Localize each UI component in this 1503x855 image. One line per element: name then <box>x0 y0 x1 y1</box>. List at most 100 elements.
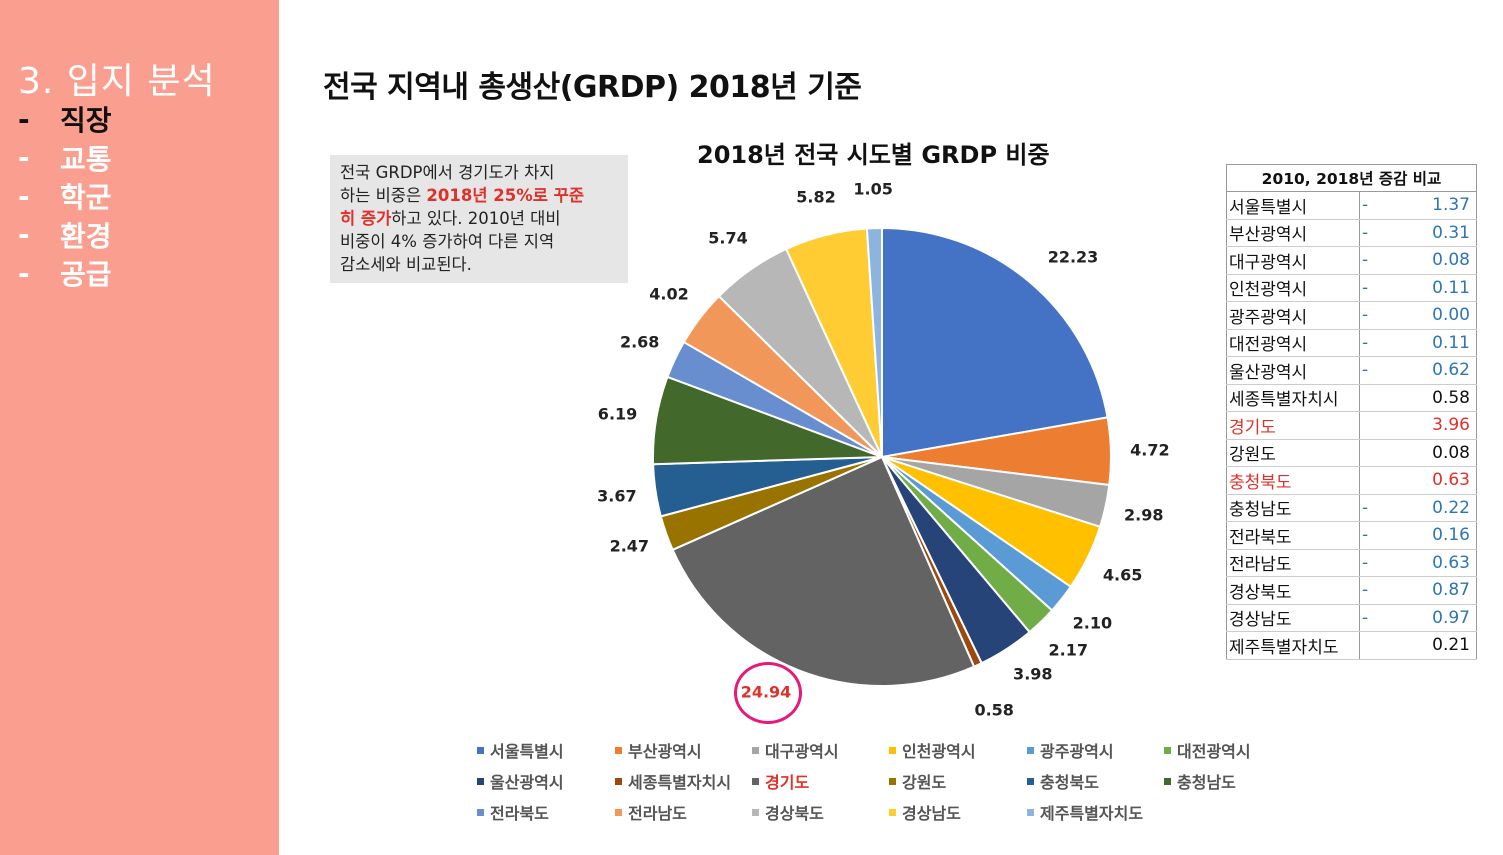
table-row: 울산광역시 -0.62 <box>1226 356 1477 385</box>
table-cell-sign: - <box>1359 576 1382 605</box>
data-label-충청남도: 6.19 <box>597 404 638 424</box>
page-title: 전국 지역내 총생산(GRDP) 2018년 기준 <box>323 70 862 105</box>
legend-label: 충청남도 <box>1177 773 1236 792</box>
data-label-부산광역시: 4.72 <box>1130 440 1170 460</box>
sidebar: 3. 입지 분석 - 직장 - 교통 - 학군 - 환경 - 공급 <box>0 0 279 855</box>
table-row: 경기도 3.96 <box>1226 411 1477 440</box>
sidebar-item-교통[interactable]: - 교통 <box>18 139 112 178</box>
table-row: 대구광역시 -0.08 <box>1226 246 1477 275</box>
table-cell-value: 0.16 <box>1382 521 1477 550</box>
table-cell-value: 0.22 <box>1382 494 1477 522</box>
legend-item-세종특별자치시: 세종특별자치시 <box>615 769 731 793</box>
legend-item-충청북도: 충청북도 <box>1027 769 1099 793</box>
dash: - <box>18 179 30 213</box>
sidebar-item-label: 직장 <box>60 104 112 138</box>
note-highlight: 히 증가 <box>340 209 392 228</box>
table-cell-value: 0.63 <box>1382 466 1477 495</box>
data-label-충청북도: 3.67 <box>597 486 637 506</box>
data-label-울산광역시: 3.98 <box>1013 664 1053 684</box>
legend-item-경상북도: 경상북도 <box>752 800 824 824</box>
data-label-전라남도: 4.02 <box>649 284 689 304</box>
table-cell-region: 제주특별자치도 <box>1226 631 1360 660</box>
table-cell-value: 0.00 <box>1382 301 1477 330</box>
legend-item-부산광역시: 부산광역시 <box>615 738 702 762</box>
table-cell-region: 대구광역시 <box>1226 246 1360 275</box>
legend-swatch <box>1027 746 1034 754</box>
table-cell-sign <box>1359 439 1382 467</box>
legend-item-경상남도: 경상남도 <box>889 800 961 824</box>
table-cell-value: 1.37 <box>1382 191 1477 220</box>
legend-item-전라남도: 전라남도 <box>615 800 687 824</box>
table-row: 경상북도 -0.87 <box>1226 576 1477 605</box>
legend-swatch <box>1027 808 1034 816</box>
legend-item-강원도: 강원도 <box>889 769 946 793</box>
legend-label: 서울특별시 <box>490 742 564 761</box>
table-header: 2010, 2018년 증감 비교 <box>1226 164 1477 192</box>
data-label-대전광역시: 2.17 <box>1048 640 1089 660</box>
legend-label: 경상남도 <box>902 804 961 823</box>
table-cell-region: 충청북도 <box>1226 466 1360 495</box>
highlight-circle <box>734 662 802 724</box>
sidebar-item-label: 공급 <box>60 258 112 292</box>
table-cell-sign: - <box>1359 219 1382 247</box>
note-highlight: 2018년 25%로 꾸준 <box>426 186 585 205</box>
legend-label: 제주특별자치도 <box>1040 804 1144 823</box>
table-cell-sign: - <box>1359 521 1382 550</box>
data-label-대구광역시: 2.98 <box>1124 505 1164 525</box>
table-row: 인천광역시 -0.11 <box>1226 274 1477 302</box>
data-label-광주광역시: 2.10 <box>1072 613 1113 633</box>
legend-label: 울산광역시 <box>490 773 564 792</box>
legend-label: 충청북도 <box>1040 773 1099 792</box>
dash: - <box>18 141 30 175</box>
table-cell-sign <box>1359 384 1382 412</box>
legend-label: 전라남도 <box>628 804 687 823</box>
table-cell-value: 3.96 <box>1382 411 1477 440</box>
table-cell-value: 0.08 <box>1382 246 1477 275</box>
sidebar-item-공급[interactable]: - 공급 <box>18 254 112 293</box>
legend-swatch <box>752 746 759 754</box>
legend-label: 강원도 <box>902 773 947 792</box>
table-row: 강원도 0.08 <box>1226 439 1477 467</box>
table-row: 충청북도 0.63 <box>1226 466 1477 495</box>
table-cell-region: 전라남도 <box>1226 549 1360 577</box>
legend-item-대전광역시: 대전광역시 <box>1164 738 1251 762</box>
legend-item-광주광역시: 광주광역시 <box>1027 738 1114 762</box>
legend-swatch <box>1164 746 1171 754</box>
table-row: 전라북도 -0.16 <box>1226 521 1477 550</box>
data-label-강원도: 2.47 <box>609 536 650 556</box>
table-cell-region: 광주광역시 <box>1226 301 1360 330</box>
sidebar-item-label: 환경 <box>60 219 112 253</box>
table-cell-region: 경상북도 <box>1226 576 1360 605</box>
data-label-전라북도: 2.68 <box>619 332 660 352</box>
note-line: 감소세와 비교된다. <box>340 255 472 274</box>
legend-item-충청남도: 충청남도 <box>1164 769 1236 793</box>
table-row: 제주특별자치도 0.21 <box>1226 631 1477 660</box>
table-cell-sign: - <box>1359 274 1382 302</box>
sidebar-item-직장[interactable]: - 직장 <box>18 100 112 139</box>
table-cell-region: 대전광역시 <box>1226 329 1360 357</box>
table-cell-value: 0.63 <box>1382 549 1477 577</box>
legend-swatch <box>615 808 622 816</box>
section-title: 3. 입지 분석 <box>18 61 216 102</box>
legend-label: 부산광역시 <box>628 742 702 761</box>
legend-swatch <box>1027 777 1034 785</box>
sidebar-item-환경[interactable]: - 환경 <box>18 216 112 255</box>
dash: - <box>18 218 30 252</box>
table-cell-region: 부산광역시 <box>1226 219 1360 247</box>
sidebar-item-label: 학군 <box>60 181 112 215</box>
legend-label: 전라북도 <box>490 804 549 823</box>
legend-item-서울특별시: 서울특별시 <box>477 738 564 762</box>
legend-label: 대전광역시 <box>1177 742 1251 761</box>
legend-swatch <box>752 777 759 785</box>
legend-swatch <box>615 777 622 785</box>
note-text: 하는 비중은 <box>340 186 427 205</box>
legend-swatch <box>477 746 484 754</box>
legend-label: 경상북도 <box>765 804 824 823</box>
comparison-table: 2010, 2018년 증감 비교 서울특별시 -1.37 부산광역시 -0.31 대구… <box>1226 164 1477 660</box>
table-cell-sign <box>1359 631 1382 660</box>
sidebar-item-학군[interactable]: - 학군 <box>18 177 112 216</box>
table-cell-value: 0.62 <box>1382 356 1477 385</box>
data-label-경상남도: 5.82 <box>796 187 836 207</box>
legend-swatch <box>889 746 896 754</box>
